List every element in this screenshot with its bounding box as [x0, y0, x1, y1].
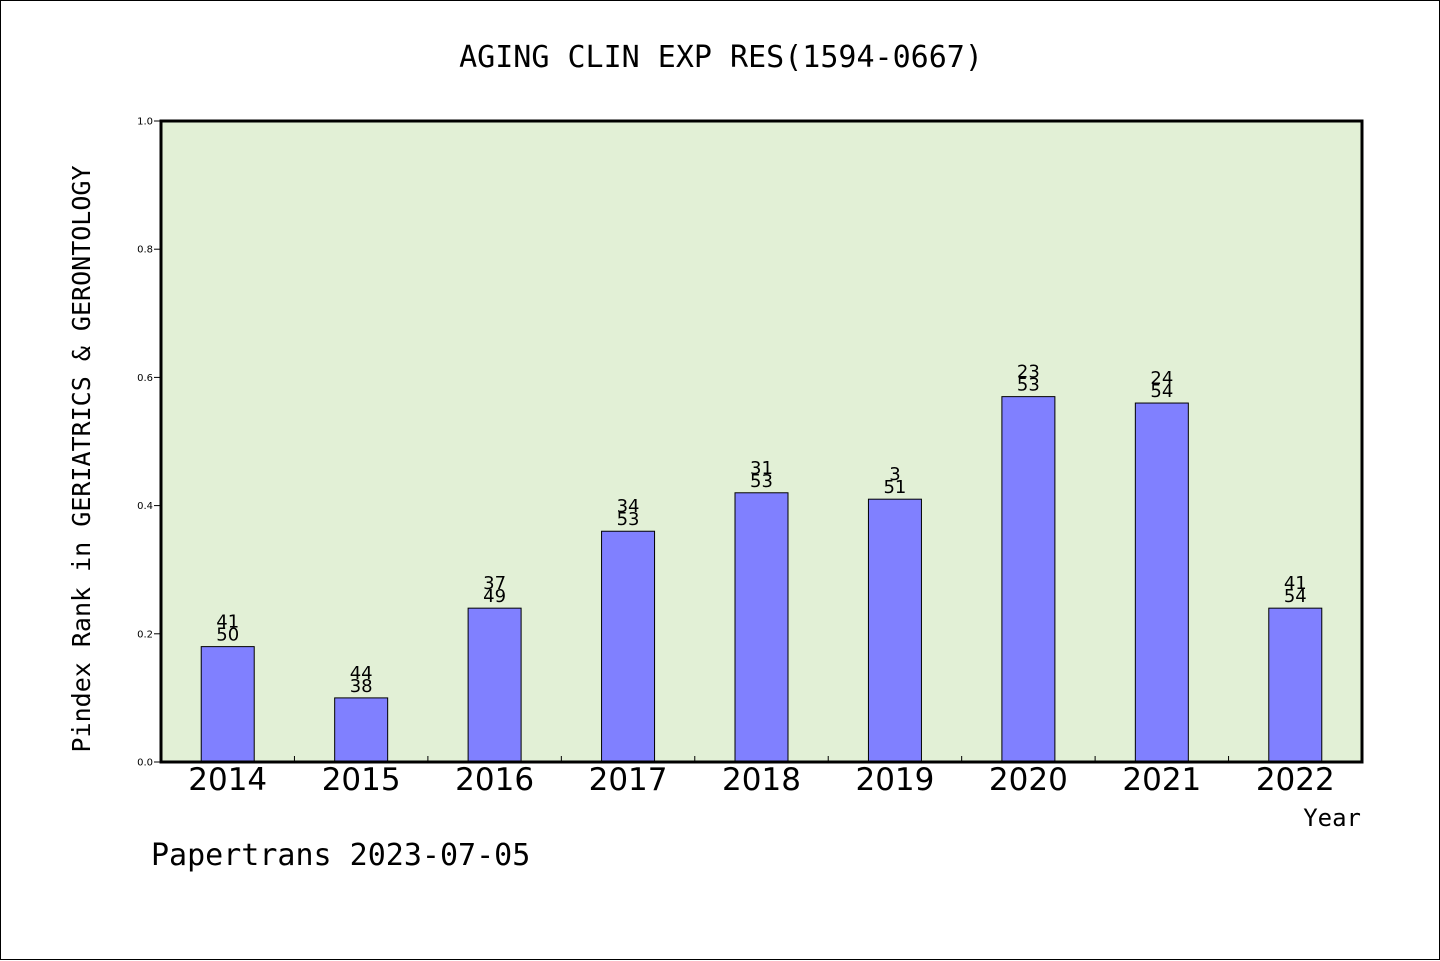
- bar-total-label: 53: [617, 509, 640, 530]
- bar-rank-label: 41: [216, 612, 239, 633]
- bar-total-label: 54: [1284, 586, 1307, 607]
- y-tick-label: 1.0: [137, 117, 153, 128]
- bar-rank-label: 44: [350, 663, 373, 684]
- y-tick-label: 0.6: [137, 373, 153, 384]
- chart-title: AGING CLIN EXP RES(1594-0667): [459, 40, 983, 75]
- bar-total-label: 50: [216, 625, 239, 646]
- bar-rank-label: 34: [617, 496, 640, 517]
- bar-2018: [734, 492, 789, 763]
- bar-rank-label: 23: [1017, 362, 1040, 383]
- y-tick-label: 0.8: [137, 245, 153, 256]
- x-axis-label: Year: [1303, 804, 1361, 832]
- bar-rank-label: 41: [1284, 573, 1307, 594]
- plot-border: [159, 119, 1364, 764]
- x-tick-label: 2022: [1256, 762, 1335, 798]
- bar-2015: [334, 697, 389, 763]
- bar-2022: [1268, 607, 1323, 763]
- bar-series: [200, 396, 1323, 763]
- bar-2020: [1001, 396, 1056, 763]
- x-tick-label: 2014: [188, 762, 267, 798]
- bar-2019: [867, 498, 922, 763]
- bar-rank-label: 31: [750, 458, 773, 479]
- bar-total-label: 54: [1150, 381, 1173, 402]
- y-tick-label: 0.2: [137, 629, 153, 640]
- x-tick-label: 2016: [455, 762, 534, 798]
- bar-rank-label: 24: [1150, 368, 1173, 389]
- x-tick-label: 2018: [722, 762, 801, 798]
- x-tick-label: 2019: [855, 762, 934, 798]
- x-tick-label: 2017: [589, 762, 668, 798]
- bar-total-label: 53: [750, 471, 773, 492]
- bar-2016: [467, 607, 522, 763]
- bar-total-label: 53: [1017, 375, 1040, 396]
- y-axis-label: Pindex Rank in GERIATRICS & GERONTOLOGY: [67, 166, 96, 753]
- x-axis-ticks: 2014 2015 2016 2017 2018 2019 2020 2021 2022: [188, 756, 1335, 798]
- bar-rank-label: 3: [889, 464, 900, 485]
- bar-rank-label: 37: [483, 573, 506, 594]
- y-axis-ticks: 0.0 0.2 0.4 0.6 0.8 1.0: [137, 117, 161, 769]
- x-tick-label: 2021: [1122, 762, 1201, 798]
- bar-2014: [200, 646, 255, 763]
- x-tick-label: 2015: [322, 762, 401, 798]
- bar-2021: [1134, 402, 1189, 763]
- bar-total-label: 49: [483, 586, 506, 607]
- bar-2017: [601, 530, 656, 763]
- x-tick-label: 2020: [989, 762, 1068, 798]
- y-tick-label: 0.0: [137, 758, 153, 769]
- bar-total-label: 51: [883, 477, 906, 498]
- bar-total-label: 38: [350, 676, 373, 697]
- y-tick-label: 0.4: [137, 501, 153, 512]
- footer-credit: Papertrans 2023-07-05: [151, 838, 530, 873]
